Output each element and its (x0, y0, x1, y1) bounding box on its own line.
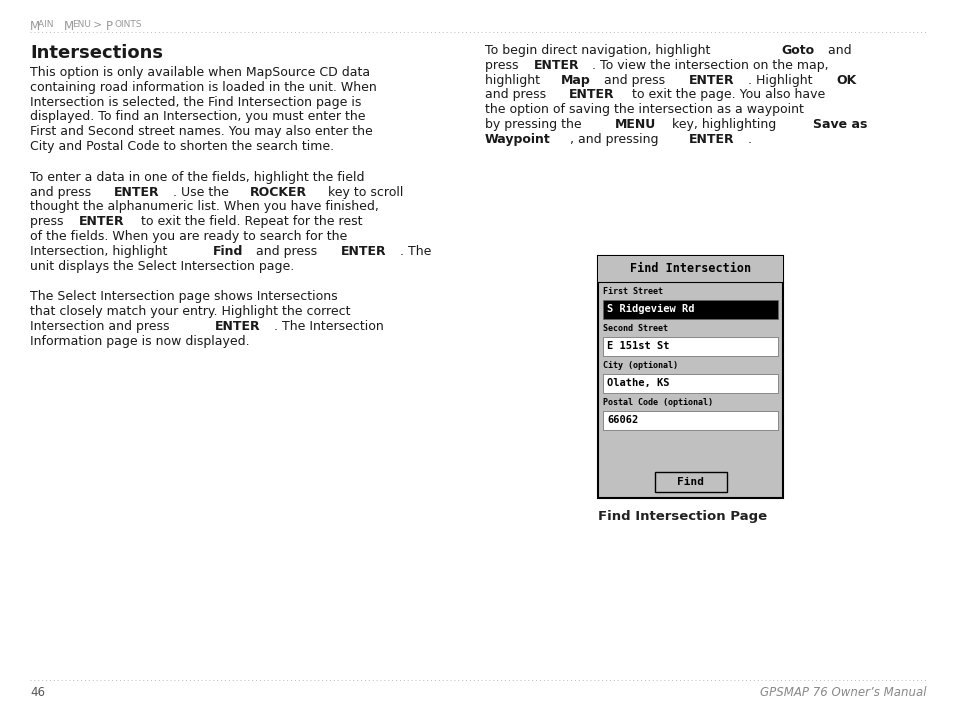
Text: 46: 46 (30, 686, 45, 699)
Text: Intersection, highlight: Intersection, highlight (30, 245, 172, 258)
Text: First and Second street names. You may also enter the: First and Second street names. You may a… (30, 125, 373, 138)
Text: ENTER: ENTER (340, 245, 386, 258)
Text: .: . (747, 132, 751, 146)
Text: Map: Map (560, 74, 590, 87)
Text: the option of saving the intersection as a waypoint: the option of saving the intersection as… (484, 103, 803, 116)
Text: OINTS: OINTS (114, 20, 142, 29)
Bar (598, 256, 782, 282)
Text: Find Intersection: Find Intersection (629, 263, 750, 276)
Text: City and Postal Code to shorten the search time.: City and Postal Code to shorten the sear… (30, 140, 334, 153)
Text: >: > (90, 20, 105, 30)
Bar (602, 337, 778, 356)
Text: and press: and press (598, 74, 668, 87)
Text: . Use the: . Use the (172, 185, 233, 198)
Bar (602, 299, 778, 319)
Text: The Select Intersection page shows Intersections: The Select Intersection page shows Inter… (30, 291, 337, 304)
Text: ENTER: ENTER (688, 74, 734, 87)
Text: Find: Find (677, 477, 703, 487)
Text: that closely match your entry. Highlight the correct: that closely match your entry. Highlight… (30, 305, 350, 318)
Text: Find: Find (213, 245, 243, 258)
Text: E 151st St: E 151st St (606, 342, 669, 352)
Text: 66062: 66062 (606, 415, 638, 425)
Bar (602, 374, 778, 393)
Text: unit displays the Select Intersection page.: unit displays the Select Intersection pa… (30, 260, 294, 273)
Text: by pressing the: by pressing the (484, 118, 585, 131)
Text: ENTER: ENTER (78, 216, 124, 228)
Text: ENTER: ENTER (215, 320, 260, 333)
Text: ENTER: ENTER (533, 59, 578, 72)
Text: S Ridgeview Rd: S Ridgeview Rd (606, 304, 694, 314)
Text: Find Intersection Page: Find Intersection Page (598, 510, 766, 523)
Text: to exit the field. Repeat for the rest: to exit the field. Repeat for the rest (137, 216, 362, 228)
Text: . The: . The (399, 245, 431, 258)
Text: key to scroll: key to scroll (323, 185, 403, 198)
Text: AIN: AIN (38, 20, 57, 29)
Text: Intersections: Intersections (30, 44, 163, 62)
Text: GPSMAP 76 Owner’s Manual: GPSMAP 76 Owner’s Manual (759, 686, 925, 699)
Text: Save as: Save as (812, 118, 866, 131)
Text: M: M (64, 20, 74, 33)
Text: M: M (30, 20, 40, 33)
Text: Waypoint: Waypoint (484, 132, 550, 146)
Text: This option is only available when MapSource CD data: This option is only available when MapSo… (30, 66, 370, 79)
Text: Second Street: Second Street (602, 324, 667, 333)
Text: . Highlight: . Highlight (747, 74, 815, 87)
Text: ENTER: ENTER (114, 185, 159, 198)
Text: thought the alphanumeric list. When you have finished,: thought the alphanumeric list. When you … (30, 200, 378, 213)
Text: ENTER: ENTER (568, 88, 614, 102)
Text: Intersection and press: Intersection and press (30, 320, 173, 333)
Text: Olathe, KS: Olathe, KS (606, 378, 669, 388)
Text: press: press (30, 216, 68, 228)
Bar (602, 410, 778, 430)
Text: displayed. To find an Intersection, you must enter the: displayed. To find an Intersection, you … (30, 110, 365, 123)
Text: ROCKER: ROCKER (250, 185, 307, 198)
Text: Goto: Goto (781, 44, 813, 57)
Text: . To view the intersection on the map,: . To view the intersection on the map, (592, 59, 828, 72)
Text: and press: and press (484, 88, 550, 102)
Text: MENU: MENU (614, 118, 656, 131)
Text: press: press (484, 59, 522, 72)
Text: , and pressing: , and pressing (569, 132, 661, 146)
Text: and press: and press (252, 245, 320, 258)
Text: OK: OK (835, 74, 856, 87)
Bar (598, 256, 782, 498)
Text: . The Intersection: . The Intersection (274, 320, 383, 333)
Text: containing road information is loaded in the unit. When: containing road information is loaded in… (30, 81, 376, 94)
Text: ENTER: ENTER (688, 132, 734, 146)
Text: To begin direct navigation, highlight: To begin direct navigation, highlight (484, 44, 714, 57)
Text: Intersection is selected, the Find Intersection page is: Intersection is selected, the Find Inter… (30, 96, 361, 109)
Bar (654, 472, 726, 492)
Text: highlight: highlight (484, 74, 543, 87)
Text: Postal Code (optional): Postal Code (optional) (602, 398, 712, 407)
Text: To enter a data in one of the fields, highlight the field: To enter a data in one of the fields, hi… (30, 171, 364, 184)
Text: to exit the page. You also have: to exit the page. You also have (627, 88, 824, 102)
Text: and press: and press (30, 185, 95, 198)
Text: ENU: ENU (72, 20, 91, 29)
Text: key, highlighting: key, highlighting (667, 118, 780, 131)
Text: Information page is now displayed.: Information page is now displayed. (30, 335, 250, 348)
Text: P: P (106, 20, 112, 33)
Text: First Street: First Street (602, 287, 662, 296)
Text: City (optional): City (optional) (602, 361, 678, 370)
Text: of the fields. When you are ready to search for the: of the fields. When you are ready to sea… (30, 230, 347, 243)
Text: and: and (822, 44, 850, 57)
